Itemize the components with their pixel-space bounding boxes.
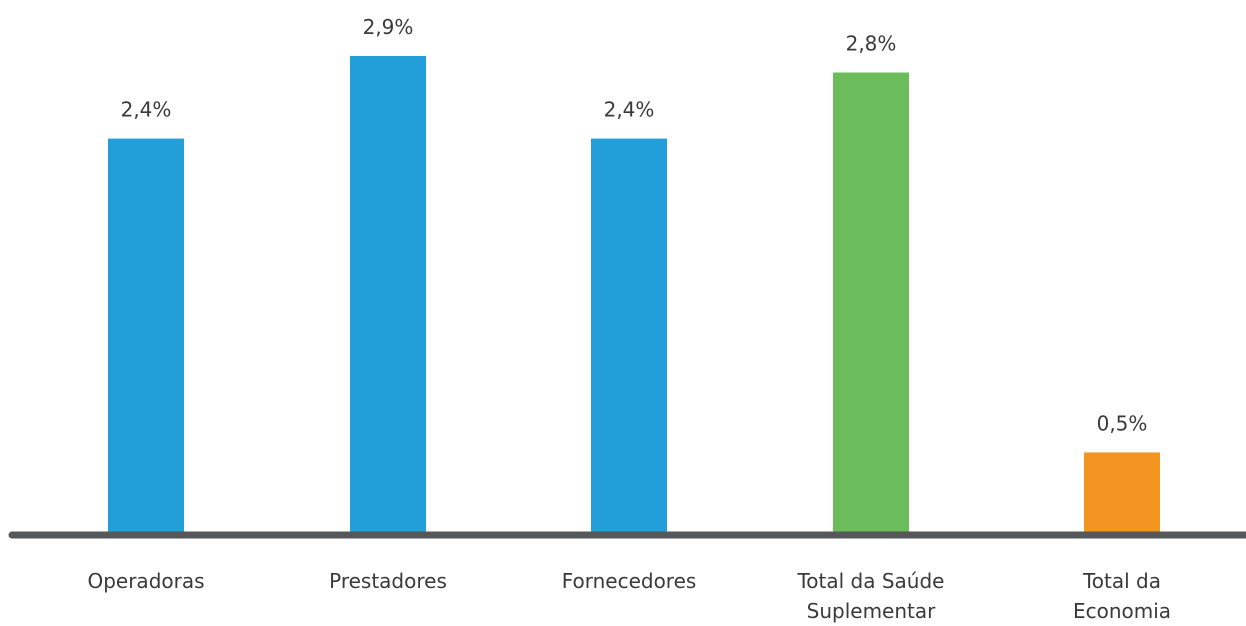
bar-2 bbox=[591, 138, 667, 535]
bars-group bbox=[108, 56, 1160, 535]
bar-1 bbox=[350, 56, 426, 535]
category-label-1: Prestadores bbox=[329, 569, 447, 593]
category-label-line: Total da bbox=[1082, 569, 1161, 593]
category-label-line: Total da Saúde bbox=[796, 569, 944, 593]
category-label-line: Operadoras bbox=[87, 569, 204, 593]
value-label-1: 2,9% bbox=[363, 15, 414, 39]
category-label-4: Total da Economia bbox=[1073, 569, 1171, 623]
category-label-line: Prestadores bbox=[329, 569, 447, 593]
category-labels-group: Operadoras Prestadores Fornecedores Total d… bbox=[87, 569, 1171, 623]
bar-4 bbox=[1084, 452, 1160, 535]
category-label-3: Total da Saúde Suplementar bbox=[796, 569, 944, 623]
category-label-0: Operadoras bbox=[87, 569, 204, 593]
value-label-4: 0,5% bbox=[1097, 411, 1148, 435]
category-label-line: Economia bbox=[1073, 599, 1171, 623]
category-label-line: Suplementar bbox=[807, 599, 936, 623]
value-label-2: 2,4% bbox=[604, 98, 655, 122]
value-label-0: 2,4% bbox=[121, 98, 172, 122]
category-label-2: Fornecedores bbox=[562, 569, 697, 593]
bar-3 bbox=[833, 72, 909, 535]
value-labels-group: 2,4% 2,9% 2,4% 2,8% 0,5% bbox=[121, 15, 1148, 435]
category-label-line: Fornecedores bbox=[562, 569, 697, 593]
bar-0 bbox=[108, 138, 184, 535]
value-label-3: 2,8% bbox=[846, 32, 897, 56]
